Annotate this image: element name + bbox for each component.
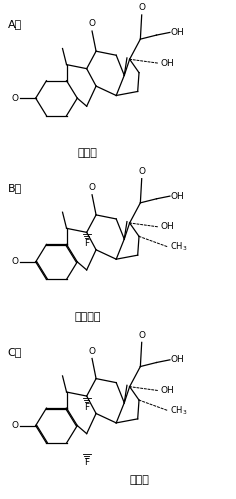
Text: OH: OH bbox=[160, 223, 174, 232]
Text: 地塞米松: 地塞米松 bbox=[74, 312, 101, 322]
Text: F: F bbox=[84, 458, 89, 467]
Text: F: F bbox=[84, 239, 89, 248]
Text: O: O bbox=[138, 167, 145, 176]
Text: F: F bbox=[84, 403, 89, 412]
Text: OH: OH bbox=[171, 355, 185, 364]
Text: O: O bbox=[88, 347, 96, 356]
Text: OH: OH bbox=[160, 59, 174, 68]
Text: O: O bbox=[12, 94, 19, 103]
Text: CH$_3$: CH$_3$ bbox=[169, 241, 187, 253]
Text: O: O bbox=[12, 257, 19, 266]
Text: O: O bbox=[88, 183, 96, 192]
Text: O: O bbox=[12, 421, 19, 430]
Text: B．: B． bbox=[8, 183, 22, 193]
Text: OH: OH bbox=[171, 192, 185, 201]
Text: O: O bbox=[138, 3, 145, 12]
Text: 氟轻松: 氟轻松 bbox=[129, 475, 149, 485]
Text: O: O bbox=[138, 331, 145, 340]
Text: O: O bbox=[88, 19, 96, 28]
Text: C．: C． bbox=[8, 347, 22, 357]
Text: 可的松: 可的松 bbox=[78, 148, 97, 158]
Text: CH$_3$: CH$_3$ bbox=[169, 405, 187, 417]
Text: A．: A． bbox=[8, 19, 22, 29]
Text: OH: OH bbox=[160, 386, 174, 395]
Text: OH: OH bbox=[171, 28, 185, 37]
